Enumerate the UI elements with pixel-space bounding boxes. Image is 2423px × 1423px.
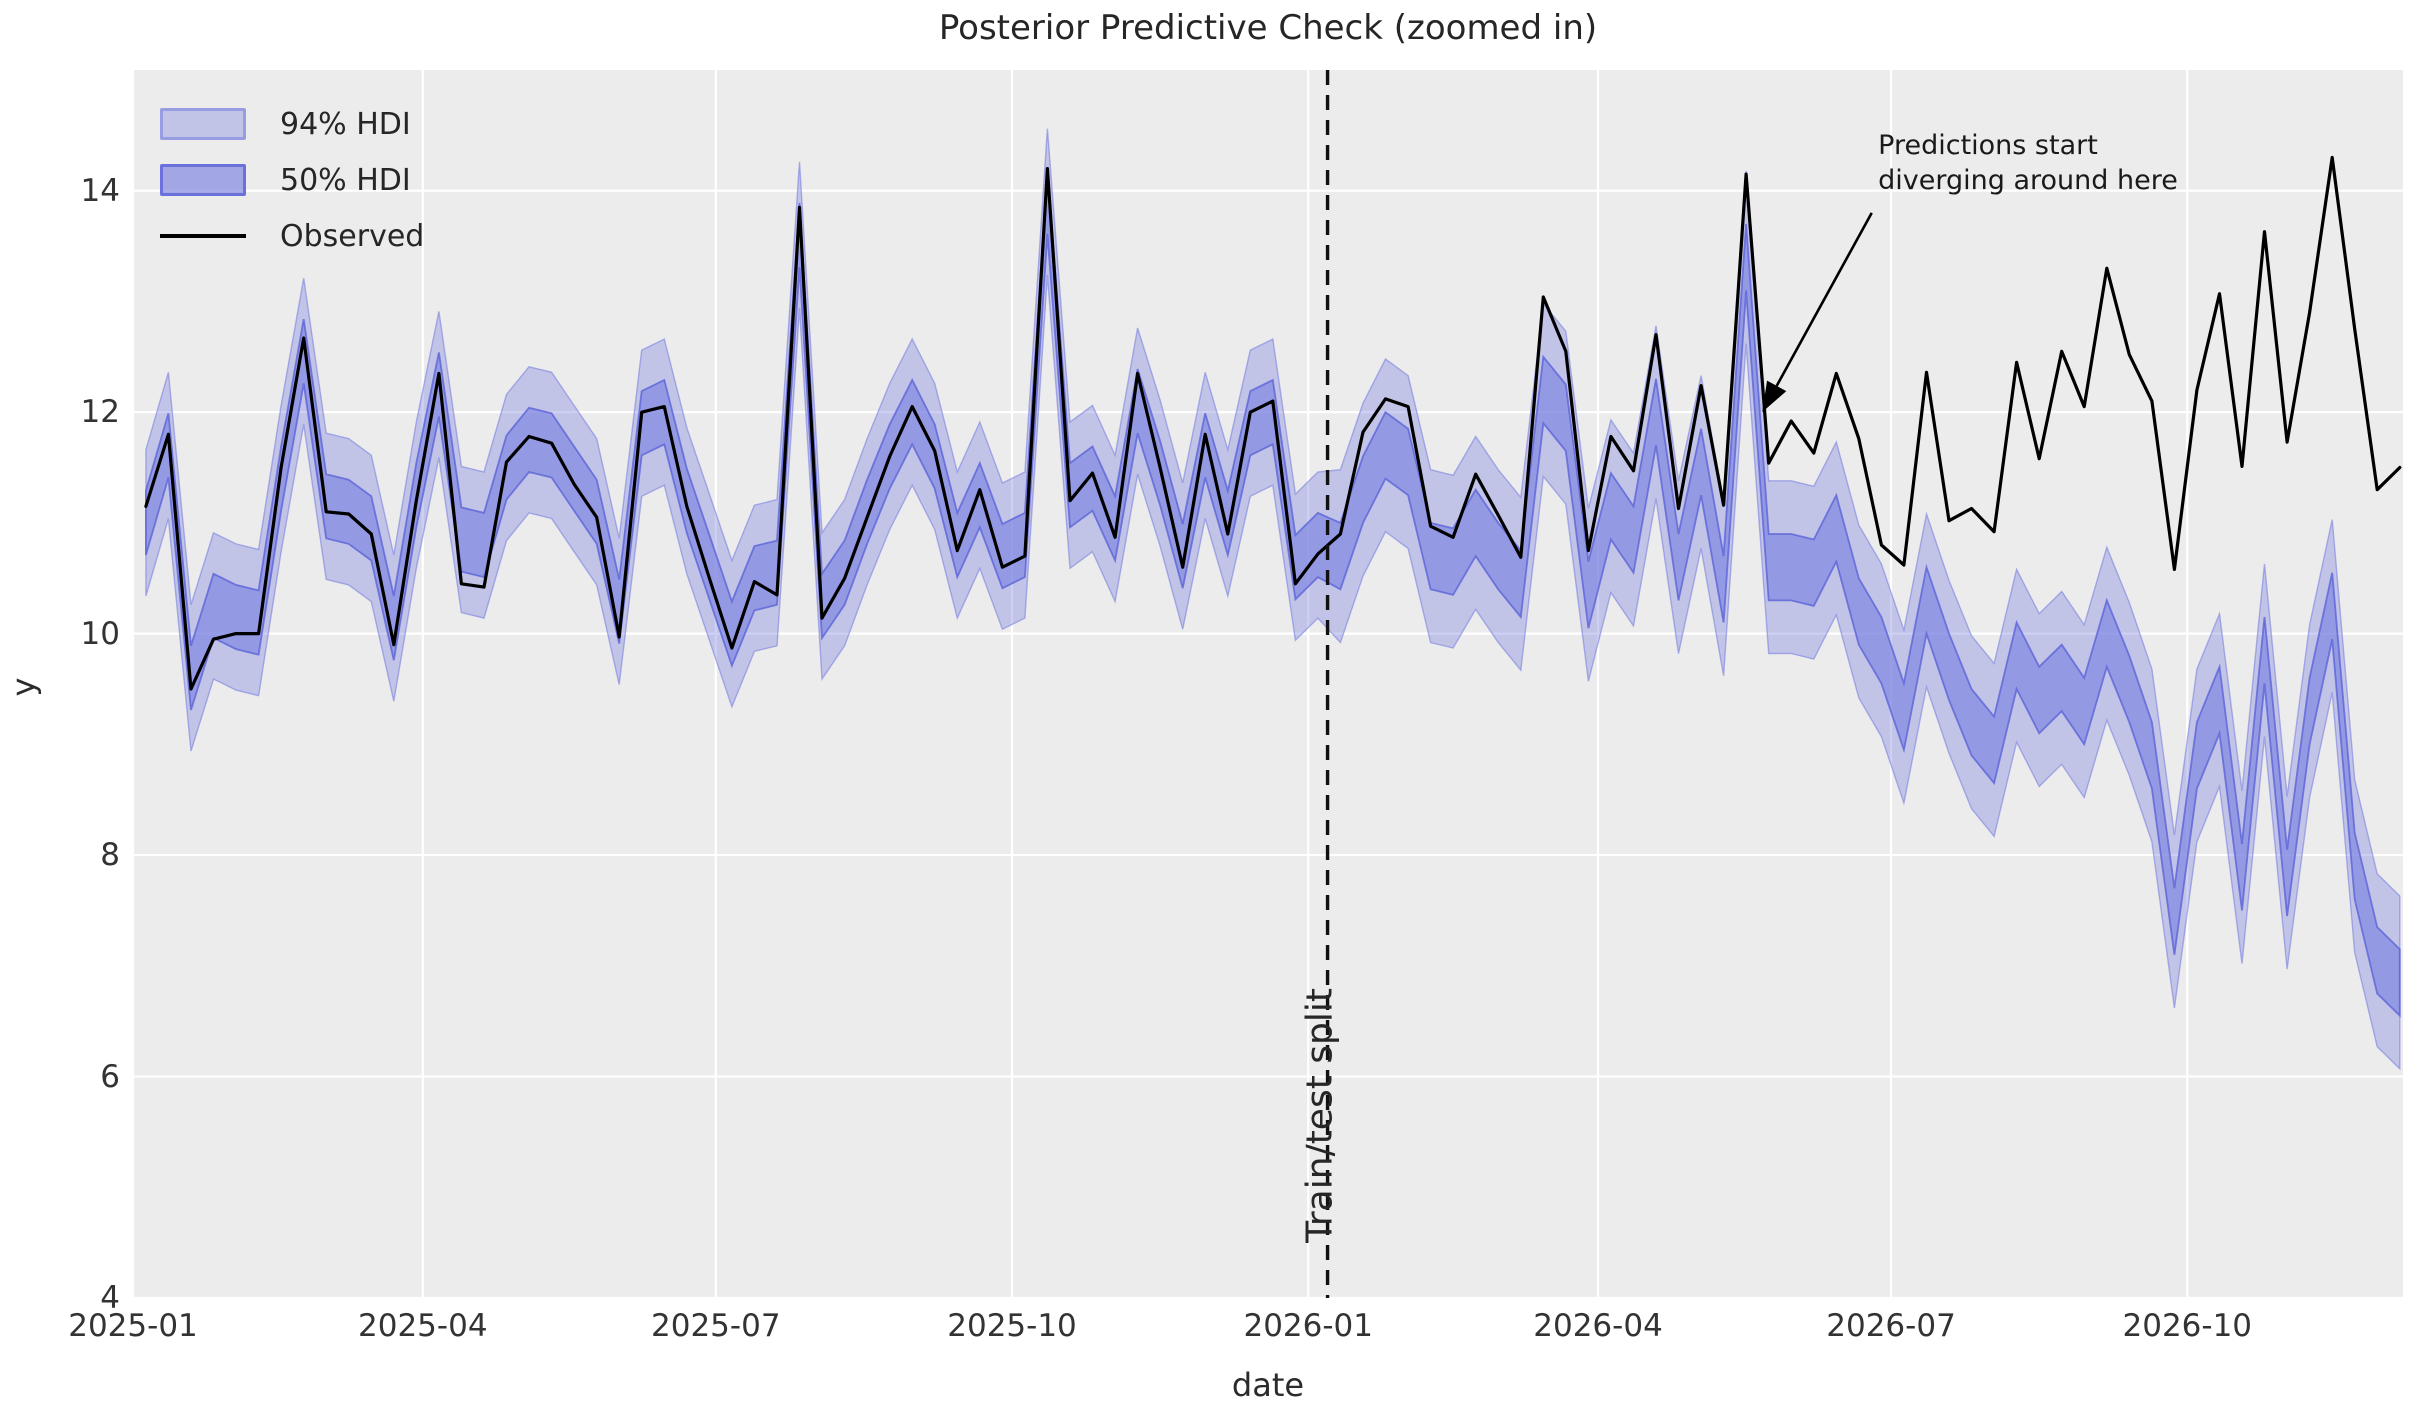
x-tick-label: 2025-01 bbox=[68, 1308, 198, 1344]
hdi50-band bbox=[144, 169, 2401, 1018]
x-tick-label: 2026-04 bbox=[1533, 1308, 1663, 1344]
y-tick-label: 10 bbox=[80, 615, 120, 652]
y-tick-label: 4 bbox=[100, 1280, 120, 1316]
legend-item-50-hdi: 50% HDI bbox=[160, 152, 424, 208]
observed-line-swatch bbox=[160, 234, 246, 238]
y-tick-label: 14 bbox=[80, 172, 120, 209]
hdi94-swatch bbox=[160, 108, 246, 140]
y-tick-label: 6 bbox=[100, 1058, 120, 1095]
legend-label: 50% HDI bbox=[280, 162, 411, 198]
x-tick-label: 2026-10 bbox=[2122, 1308, 2253, 1344]
observed-line bbox=[144, 155, 2402, 691]
hdi94-band bbox=[145, 128, 2401, 1071]
x-tick-label: 2025-04 bbox=[358, 1308, 488, 1344]
y-tick-label: 8 bbox=[100, 837, 120, 874]
y-axis-label: y bbox=[4, 677, 43, 697]
x-tick-label: 2025-10 bbox=[947, 1308, 1077, 1344]
hdi50-swatch bbox=[160, 164, 246, 196]
legend-item-94-hdi: 94% HDI bbox=[160, 96, 424, 152]
x-tick-label: 2026-07 bbox=[1826, 1308, 1956, 1344]
y-tick-label: 12 bbox=[80, 394, 120, 431]
divergence-annotation: Predictions start diverging around here bbox=[1878, 129, 2178, 196]
x-axis-label: date bbox=[1231, 1366, 1305, 1404]
legend: 94% HDI 50% HDI Observed bbox=[160, 96, 424, 264]
x-tick-label: 2026-01 bbox=[1243, 1308, 1373, 1344]
legend-label: 94% HDI bbox=[280, 106, 411, 142]
annotation-arrow-shaft bbox=[1775, 212, 1873, 387]
legend-item-observed: Observed bbox=[160, 208, 424, 264]
chart-title: Posterior Predictive Check (zoomed in) bbox=[938, 8, 1598, 48]
annotation-arrow-head bbox=[1762, 380, 1787, 413]
x-tick-label: 2025-07 bbox=[651, 1308, 781, 1344]
train-test-split-label: Train/test split bbox=[1299, 987, 1341, 1243]
legend-label: Observed bbox=[280, 218, 425, 254]
